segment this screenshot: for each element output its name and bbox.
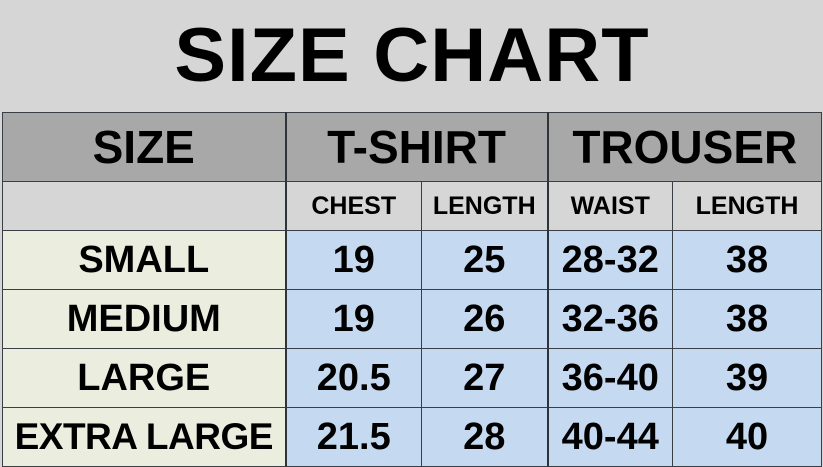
- size-chart-table: SIZE T-SHIRT TROUSER CHEST LENGTH WAIST …: [2, 112, 823, 467]
- row-tshirt-length-value: 25: [420, 230, 549, 290]
- row-chest-value: 21.5: [284, 407, 422, 467]
- sub-header-trouser-length: LENGTH: [672, 181, 823, 231]
- sub-header-size-blank: [2, 181, 286, 231]
- row-waist-value: 36-40: [546, 348, 674, 408]
- sub-header-tshirt-length: LENGTH: [420, 181, 549, 231]
- row-size-label: EXTRA LARGE: [2, 407, 286, 467]
- group-header-tshirt: T-SHIRT: [284, 112, 549, 182]
- table-row: LARGE 20.5 27 36-40 39: [2, 348, 823, 408]
- row-trouser-length-value: 38: [672, 230, 823, 290]
- table-row: SMALL 19 25 28-32 38: [2, 230, 823, 290]
- group-header-trouser: TROUSER: [546, 112, 823, 182]
- sub-header-waist: WAIST: [546, 181, 674, 231]
- row-chest-value: 19: [284, 289, 422, 349]
- row-tshirt-length-value: 28: [420, 407, 549, 467]
- row-size-label: LARGE: [2, 348, 286, 408]
- group-header-size: SIZE: [2, 112, 286, 182]
- row-tshirt-length-value: 27: [420, 348, 549, 408]
- row-chest-value: 20.5: [284, 348, 422, 408]
- table-row: EXTRA LARGE 21.5 28 40-44 40: [2, 407, 823, 467]
- row-size-label: MEDIUM: [2, 289, 286, 349]
- row-chest-value: 19: [284, 230, 422, 290]
- title-bar: SIZE CHART: [0, 0, 823, 112]
- row-trouser-length-value: 39: [672, 348, 823, 408]
- row-tshirt-length-value: 26: [420, 289, 549, 349]
- sub-header-chest: CHEST: [284, 181, 422, 231]
- group-header-row: SIZE T-SHIRT TROUSER: [2, 112, 823, 182]
- row-size-label: SMALL: [2, 230, 286, 290]
- table-row: MEDIUM 19 26 32-36 38: [2, 289, 823, 349]
- row-waist-value: 40-44: [546, 407, 674, 467]
- row-trouser-length-value: 38: [672, 289, 823, 349]
- row-waist-value: 32-36: [546, 289, 674, 349]
- row-waist-value: 28-32: [546, 230, 674, 290]
- row-trouser-length-value: 40: [672, 407, 823, 467]
- page-title: SIZE CHART: [173, 13, 650, 98]
- sub-header-row: CHEST LENGTH WAIST LENGTH: [2, 181, 823, 231]
